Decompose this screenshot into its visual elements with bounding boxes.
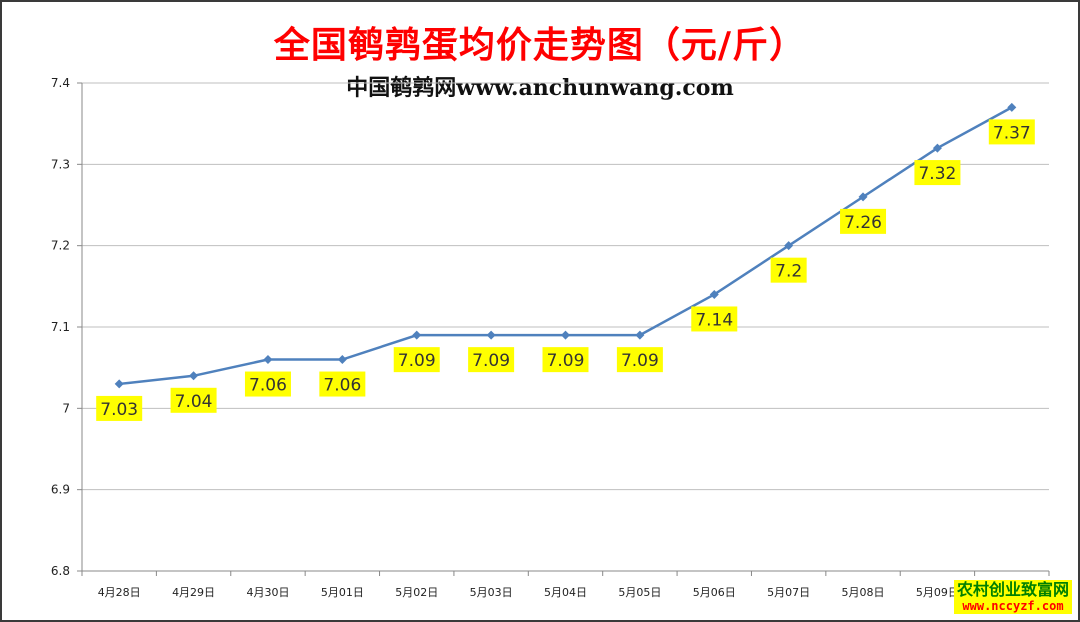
y-tick-label: 6.9 [51,483,70,497]
data-label-bg [691,306,738,332]
data-label: 7.06 [249,376,287,396]
x-tick-label: 5月05日 [618,586,661,599]
x-tick-label: 5月09日 [916,586,959,599]
data-label-bg [468,347,515,373]
data-point [932,143,942,153]
data-point [1007,102,1017,112]
data-label: 7.04 [175,392,213,412]
y-tick-label: 7.2 [51,239,70,253]
data-label-bg [542,347,589,373]
data-point [709,289,719,299]
data-label: 7.32 [918,164,956,184]
data-label: 7.37 [993,123,1031,143]
watermark: 农村创业致富网 www.nccyzf.com [953,580,1072,614]
y-tick-label: 6.8 [51,564,70,578]
y-tick-label: 7.3 [51,157,70,171]
data-label: 7.09 [398,351,436,371]
x-tick-label: 4月28日 [98,586,141,599]
x-tick-label: 5月02日 [395,586,438,599]
x-tick-label: 4月30日 [246,586,289,599]
chart-title: 全国鹌鹑蛋均价走势图（元/斤） [273,25,807,66]
data-label-bg [840,208,887,234]
data-label-bg [914,160,961,186]
data-point [189,371,199,381]
y-tick-label: 7 [62,401,70,415]
data-point [263,355,273,365]
data-point [114,379,124,389]
data-point [337,355,347,365]
data-point [561,330,570,340]
data-label-bg [988,119,1035,145]
x-tick-label: 5月04日 [544,586,587,599]
x-tick-label: 4月29日 [172,586,215,599]
data-label-bg [170,387,217,413]
data-label: 7.14 [695,310,733,330]
data-label: 7.03 [100,400,138,420]
x-tick-label: 5月03日 [470,586,513,599]
watermark-name: 农村创业致富网 [956,580,1069,599]
data-point [412,330,422,340]
data-label-bg [319,371,366,397]
y-tick-label: 7.4 [51,76,70,90]
x-tick-label: 5月06日 [693,586,736,599]
data-label: 7.09 [547,351,585,371]
data-label-bg [616,347,663,373]
data-label-bg [770,257,807,283]
y-tick-label: 7.1 [51,320,70,334]
data-point [858,192,868,202]
data-point [784,241,794,251]
data-label-bg [393,347,440,373]
x-tick-label: 5月08日 [842,586,885,599]
data-point [486,330,496,340]
data-label: 7.09 [621,351,659,371]
x-tick-label: 5月01日 [321,586,364,599]
data-point [635,330,645,340]
data-label: 7.2 [775,262,802,282]
data-label: 7.09 [472,351,510,371]
data-label-bg [244,371,291,397]
chart-subtitle: 中国鹌鹑网www.anchunwang.com [346,75,734,101]
data-label: 7.06 [323,376,361,396]
data-label-bg [96,395,143,421]
x-tick-label: 5月07日 [767,586,810,599]
watermark-url: www.nccyzf.com [962,599,1064,613]
data-label: 7.26 [844,213,882,233]
